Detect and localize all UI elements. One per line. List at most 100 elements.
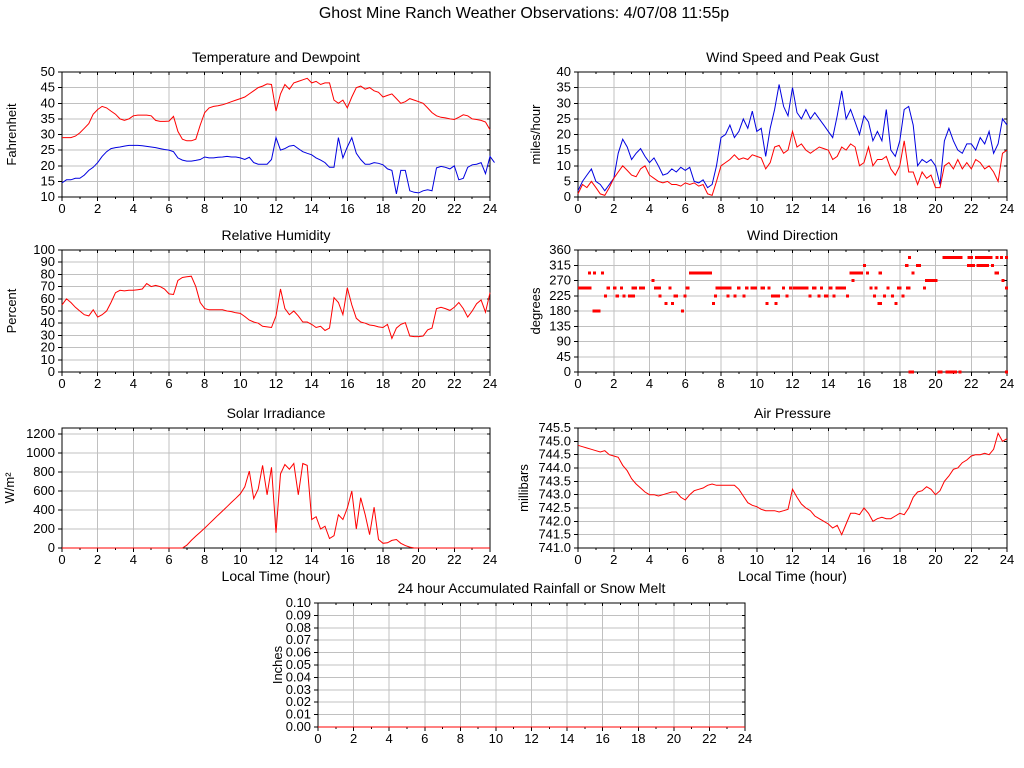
y-tick-label: 744.0 xyxy=(538,460,571,475)
x-tick-label: 6 xyxy=(682,201,689,216)
y-tick-label: 0.09 xyxy=(286,607,311,622)
x-tick-label: 12 xyxy=(269,201,283,216)
y-tick-label: 0.10 xyxy=(286,595,311,610)
x-tick-label: 18 xyxy=(376,376,390,391)
x-tick-label: 0 xyxy=(58,376,65,391)
x-tick-label: 14 xyxy=(821,201,835,216)
x-tick-label: 20 xyxy=(667,731,681,746)
y-axis-label: millibars xyxy=(516,464,531,512)
x-tick-label: 6 xyxy=(682,376,689,391)
y-axis-label: Inches xyxy=(270,645,285,684)
y-tick-label: 15 xyxy=(557,142,571,157)
x-tick-label: 18 xyxy=(631,731,645,746)
air-pressure-chart: 0 2 4 6 8 10 12 14 16 18 20 22 24 741.0 741.5 742.0 742.… xyxy=(516,396,1024,596)
x-tick-label: 20 xyxy=(411,376,425,391)
chart-title: Relative Humidity xyxy=(222,227,331,243)
x-tick-label: 24 xyxy=(483,201,497,216)
x-tick-label: 2 xyxy=(350,731,357,746)
x-tick-label: 12 xyxy=(524,731,538,746)
x-tick-label: 16 xyxy=(340,376,354,391)
x-tick-label: 4 xyxy=(130,552,137,567)
x-tick-label: 2 xyxy=(610,201,617,216)
y-tick-label: 180 xyxy=(549,303,571,318)
y-tick-label: 0 xyxy=(48,364,55,379)
x-tick-label: 0 xyxy=(574,552,581,567)
y-tick-label: 10 xyxy=(557,158,571,173)
x-axis-label: Local Time (hour) xyxy=(222,568,331,584)
x-tick-label: 24 xyxy=(1000,376,1014,391)
y-tick-label: 50 xyxy=(41,64,55,79)
x-tick-label: 24 xyxy=(483,376,497,391)
x-tick-label: 0 xyxy=(58,201,65,216)
y-tick-label: 741.0 xyxy=(538,540,571,555)
y-tick-label: 10 xyxy=(41,352,55,367)
y-tick-label: 20 xyxy=(41,158,55,173)
solar-irradiance-chart: 0 2 4 6 8 10 12 14 16 18 20 22 24 0 200 400 600 800 1000 12… xyxy=(0,396,515,596)
x-tick-label: 18 xyxy=(893,552,907,567)
x-tick-label: 2 xyxy=(94,376,101,391)
chart-title: Wind Speed and Peak Gust xyxy=(706,49,879,65)
x-tick-label: 24 xyxy=(1000,201,1014,216)
x-tick-label: 2 xyxy=(610,552,617,567)
wind-speed-gust-chart: 0 2 4 6 8 10 12 14 16 18 20 22 24 0 5 10 15 20 25 30 35 40 Win… xyxy=(516,40,1024,230)
y-tick-label: 30 xyxy=(557,95,571,110)
y-tick-label: 90 xyxy=(557,334,571,349)
x-tick-label: 10 xyxy=(750,376,764,391)
y-tick-label: 5 xyxy=(564,173,571,188)
y-tick-label: 400 xyxy=(33,502,55,517)
temperature-series xyxy=(62,77,491,142)
x-tick-label: 8 xyxy=(717,552,724,567)
y-axis-label: W/m² xyxy=(2,472,17,504)
y-tick-label: 0 xyxy=(564,364,571,379)
y-tick-label: 45 xyxy=(557,349,571,364)
y-tick-label: 745.0 xyxy=(538,433,571,448)
x-tick-label: 14 xyxy=(821,552,835,567)
y-tick-label: 135 xyxy=(549,318,571,333)
wind-svg: 0 2 4 6 8 10 12 14 16 18 20 22 240510152025303540Win… xyxy=(528,49,1014,216)
x-tick-label: 12 xyxy=(785,376,799,391)
y-tick-label: 10 xyxy=(41,189,55,204)
y-tick-label: 40 xyxy=(41,315,55,330)
y-tick-label: 0.06 xyxy=(286,645,311,660)
page-title: Ghost Mine Ranch Weather Observations: 4… xyxy=(318,5,730,22)
rainfall-chart: 0 2 4 6 8 10 12 14 16 18 20 22 24 0.00 0.01 0.02 0.03 0.0… xyxy=(256,571,768,761)
y-tick-label: 741.5 xyxy=(538,527,571,542)
y-tick-label: 45 xyxy=(41,80,55,95)
x-tick-label: 12 xyxy=(269,376,283,391)
x-tick-label: 8 xyxy=(717,376,724,391)
x-tick-label: 2 xyxy=(610,376,617,391)
x-tick-label: 18 xyxy=(376,201,390,216)
x-tick-label: 2 xyxy=(94,552,101,567)
y-tick-label: 15 xyxy=(41,173,55,188)
x-tick-label: 10 xyxy=(489,731,503,746)
x-tick-label: 10 xyxy=(233,552,247,567)
y-tick-label: 0.07 xyxy=(286,632,311,647)
x-tick-label: 10 xyxy=(750,552,764,567)
x-tick-label: 4 xyxy=(386,731,393,746)
chart-title: Air Pressure xyxy=(754,405,831,421)
x-tick-label: 14 xyxy=(304,376,318,391)
x-tick-label: 24 xyxy=(483,552,497,567)
y-axis-label: Fahrenheit xyxy=(4,103,19,166)
x-tick-label: 6 xyxy=(682,552,689,567)
relative-humidity-series xyxy=(61,275,491,340)
x-tick-label: 12 xyxy=(269,552,283,567)
y-tick-label: 1200 xyxy=(26,426,55,441)
x-tick-label: 16 xyxy=(340,201,354,216)
x-tick-label: 6 xyxy=(165,201,172,216)
x-tick-label: 14 xyxy=(304,201,318,216)
x-tick-label: 6 xyxy=(165,376,172,391)
y-tick-label: 743.0 xyxy=(538,487,571,502)
x-tick-label: 4 xyxy=(646,201,653,216)
x-tick-label: 4 xyxy=(646,376,653,391)
chart-title: Wind Direction xyxy=(747,227,838,243)
y-tick-label: 0 xyxy=(48,540,55,555)
y-tick-label: 360 xyxy=(549,242,571,257)
x-tick-label: 20 xyxy=(928,376,942,391)
y-axis-label: miles/hour xyxy=(528,104,543,165)
x-tick-label: 8 xyxy=(201,376,208,391)
x-tick-label: 22 xyxy=(964,201,978,216)
x-tick-label: 22 xyxy=(702,731,716,746)
y-tick-label: 70 xyxy=(41,279,55,294)
x-tick-label: 14 xyxy=(304,552,318,567)
